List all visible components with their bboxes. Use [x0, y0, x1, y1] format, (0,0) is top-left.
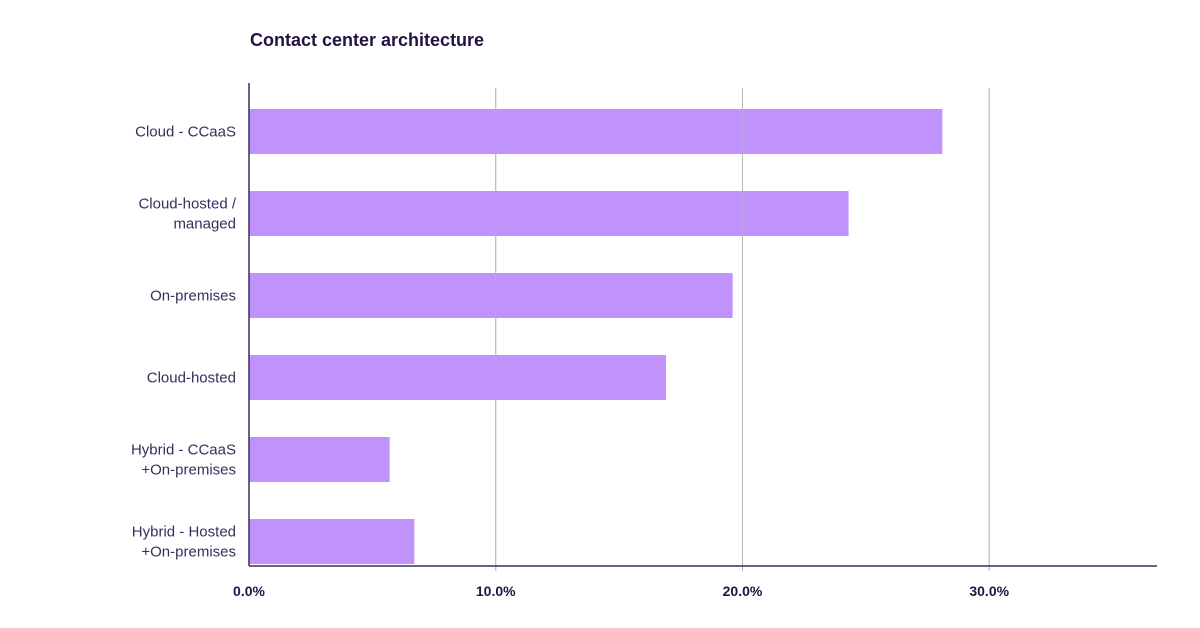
x-tick-label: 0.0%	[233, 583, 265, 599]
bar	[249, 109, 943, 154]
category-label: Cloud-hosted	[147, 370, 236, 387]
x-tick-label: 10.0%	[476, 583, 516, 599]
bar	[249, 191, 849, 236]
category-label: managed	[173, 216, 236, 233]
x-tick-label: 20.0%	[723, 583, 763, 599]
category-label: On-premises	[150, 288, 236, 305]
bar	[249, 355, 666, 400]
x-tick-label: 30.0%	[969, 583, 1009, 599]
category-label: +On-premises	[141, 462, 236, 479]
category-label: Cloud-hosted /	[138, 196, 236, 213]
bar	[249, 273, 733, 318]
category-label: +On-premises	[141, 544, 236, 561]
chart-title: Contact center architecture	[250, 30, 485, 50]
bar	[249, 437, 390, 482]
category-label: Hybrid - Hosted	[132, 524, 236, 541]
category-label: Hybrid - CCaaS	[131, 442, 236, 459]
bar	[249, 519, 415, 564]
category-label: Cloud - CCaaS	[135, 124, 236, 141]
